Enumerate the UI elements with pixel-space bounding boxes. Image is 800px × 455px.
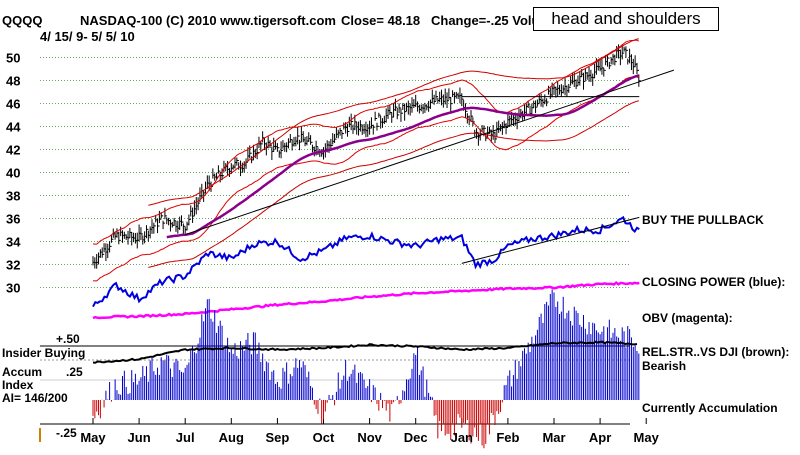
accum-index-label-line: Index xyxy=(2,378,34,392)
outer-lower-band xyxy=(148,100,639,268)
y-tick-label: 38 xyxy=(6,189,20,204)
y-tick-label: 42 xyxy=(6,143,20,158)
x-tick-label: Apr xyxy=(589,430,611,445)
obv-line xyxy=(92,281,640,320)
accum-25-label: .25 xyxy=(66,365,83,379)
legend-item-0: BUY THE PULLBACK xyxy=(642,213,764,227)
legend-item-1: CLOSING POWER (blue): xyxy=(642,275,785,289)
y-tick-label: 48 xyxy=(6,74,20,89)
trendline-1 xyxy=(185,69,675,236)
accum-index-label-line: Accum xyxy=(2,365,42,379)
x-tick-label: Nov xyxy=(357,430,382,445)
pattern-annotation: head and shoulders xyxy=(533,7,719,31)
insider-buying-label: Insider Buying xyxy=(2,346,85,360)
accum-layer xyxy=(40,289,640,449)
ticker-label: QQQQ xyxy=(2,13,43,28)
closing-power-line xyxy=(92,215,640,308)
date-range-label: 4/ 15/ 9- 5/ 5/ 10 xyxy=(40,29,135,44)
y-tick-label: 34 xyxy=(6,235,21,250)
change-label: Change=-.25 Volu xyxy=(431,13,540,28)
x-tick-label: May xyxy=(80,430,106,445)
x-tick-label: Jan xyxy=(451,430,473,445)
y-tick-label: 44 xyxy=(6,120,21,135)
y-tick-label: 46 xyxy=(6,97,20,112)
y-tick-label: 50 xyxy=(6,51,20,66)
trendline-2 xyxy=(461,216,640,264)
lines-layer xyxy=(92,69,675,320)
y-tick-label: 30 xyxy=(6,281,20,296)
rel-strength-line xyxy=(92,340,638,364)
x-tick-label: May xyxy=(634,430,660,445)
accum-plus50-label: +.50 xyxy=(56,332,80,346)
x-tick-label: Oct xyxy=(313,430,335,445)
source-label: NASDAQ-100 (C) 2010 www.tigersoft.com xyxy=(80,13,336,28)
label-layer: 30 32 34 36 38 40 42 44 46 48 50 May Jun Jul Aug Sep Oct… xyxy=(2,51,789,446)
bands-layer xyxy=(92,38,640,282)
lower-band xyxy=(92,76,640,282)
close-label: Close= 48.18 xyxy=(341,13,421,28)
x-tick-label: Aug xyxy=(219,430,244,445)
outer-upper-band xyxy=(148,38,639,206)
x-tick-label: Sep xyxy=(265,430,289,445)
x-tick-label: Feb xyxy=(496,430,519,445)
legend-item-3: REL.STR..VS DJI (brown): xyxy=(642,345,789,359)
x-tick-label: Mar xyxy=(542,430,565,445)
upper-band xyxy=(92,39,640,245)
moving-average-65 xyxy=(166,74,640,239)
y-tick-label: 32 xyxy=(6,258,20,273)
accum-index-label: Accum Index xyxy=(2,365,42,392)
y-tick-label: 40 xyxy=(6,166,20,181)
y-tick-label: 36 xyxy=(6,212,20,227)
legend-item-5: Currently Accumulation xyxy=(642,401,778,415)
x-tick-label: Jun xyxy=(128,430,151,445)
legend-item-4: Bearish xyxy=(642,359,686,373)
legend-item-2: OBV (magenta): xyxy=(642,311,733,325)
ai-reading-label: AI= 146/200 xyxy=(2,391,68,405)
x-tick-label: Jul xyxy=(176,430,195,445)
accum-minus25-label: -.25 xyxy=(56,426,77,440)
x-tick-label: Dec xyxy=(404,430,428,445)
